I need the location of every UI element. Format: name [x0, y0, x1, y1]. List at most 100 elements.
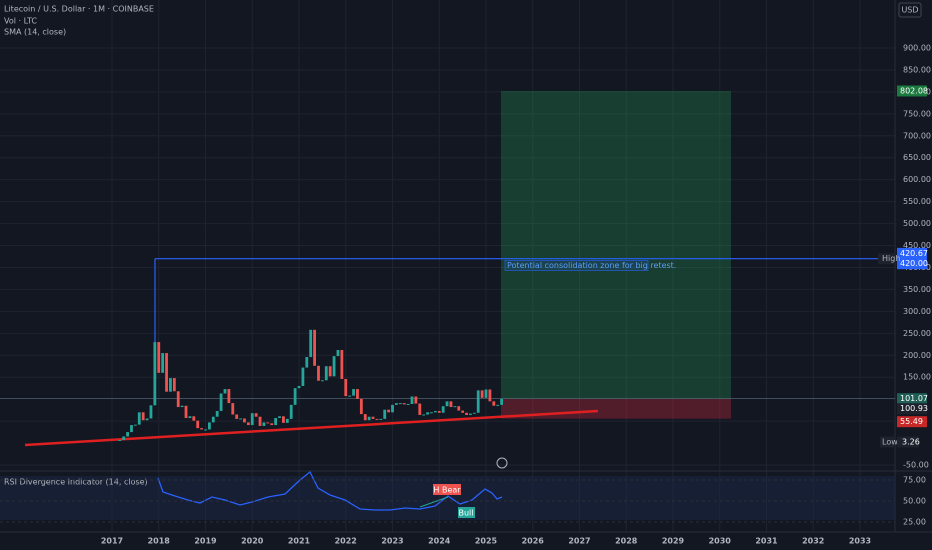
year-label: 2025 [475, 537, 498, 546]
candle [402, 403, 406, 405]
candle [336, 349, 340, 357]
candle [149, 405, 153, 419]
price-tick-label: -50.00 [903, 461, 929, 470]
rsi-tick-label: 50.00 [903, 497, 926, 506]
price-tick-label: 200.00 [903, 351, 931, 360]
candle [282, 416, 285, 423]
candle [211, 416, 215, 423]
candle [293, 388, 297, 405]
year-label: 2019 [194, 537, 217, 546]
candle [157, 342, 161, 373]
candle [266, 422, 270, 424]
price-tick-label: 550.00 [903, 197, 931, 206]
rsi-band [0, 476, 895, 520]
entry-tag [897, 393, 927, 405]
candle [235, 414, 239, 419]
target-tag [897, 85, 927, 97]
year-label: 2023 [381, 537, 403, 546]
candle [274, 418, 278, 426]
year-label: 2029 [662, 537, 685, 546]
candle [313, 329, 316, 366]
entry-label: 101.07 [900, 394, 928, 403]
price-tick-label: 900.00 [903, 44, 931, 53]
candle [258, 416, 262, 426]
candle [324, 366, 328, 381]
bull-divergence [419, 496, 449, 508]
candle [441, 406, 445, 413]
bull-tag [458, 507, 475, 518]
high-label: 420.00 [900, 259, 928, 268]
candle [285, 418, 289, 423]
candle [445, 401, 449, 407]
symbol-title: Litecoin / U.S. Dollar · 1M · COINBASE [4, 5, 154, 14]
year-label: 2026 [522, 537, 545, 546]
year-label: 2028 [615, 537, 638, 546]
candle [426, 412, 429, 415]
rsi-tick-label: 75.00 [903, 476, 926, 485]
low-tag: Low [882, 438, 898, 447]
candle [363, 414, 367, 421]
candle [414, 396, 418, 404]
annotation-price-label: 420.67 [900, 249, 928, 258]
replay-icon[interactable] [496, 457, 508, 469]
candle [449, 401, 453, 408]
candle [231, 403, 235, 415]
candle [126, 432, 129, 437]
candle [391, 404, 394, 413]
candle [430, 412, 433, 414]
candle [246, 422, 250, 426]
year-label: 2020 [241, 537, 264, 546]
annotation-box [504, 260, 649, 271]
price-tick-label: 350.00 [903, 285, 931, 294]
candle [465, 412, 468, 415]
low-value: 3.26 [902, 438, 920, 447]
candle [118, 439, 122, 441]
candle [145, 418, 149, 421]
candle [422, 414, 426, 416]
profit-zone [501, 90, 731, 399]
price-tick-label: 150.00 [903, 373, 931, 382]
candle [133, 424, 137, 426]
candle [161, 353, 165, 373]
candle [270, 423, 274, 426]
candle [492, 401, 496, 406]
price-tick-label: 750.00 [903, 109, 931, 118]
candle [262, 422, 266, 426]
candle [169, 378, 172, 392]
price-tick-label: 700.00 [903, 131, 931, 140]
annotation: Potential consolidation zone for big ret… [507, 261, 676, 270]
high-tag: High [882, 254, 900, 263]
candle [289, 404, 293, 419]
year-label: 2021 [288, 537, 311, 546]
candle [387, 409, 391, 413]
candle [192, 416, 196, 421]
candle [184, 405, 188, 419]
candle [496, 404, 500, 406]
candle [472, 412, 476, 414]
candle [309, 329, 313, 358]
candle [250, 413, 254, 426]
last-tag [897, 403, 927, 415]
year-label: 2030 [709, 537, 732, 546]
currency-button[interactable] [898, 2, 922, 18]
candle [457, 406, 461, 411]
year-label: 2017 [101, 537, 123, 546]
candle [180, 405, 184, 408]
candle [239, 418, 242, 420]
rsi-line [157, 470, 503, 511]
candle [500, 398, 503, 405]
candle [371, 416, 375, 419]
candle [243, 418, 246, 423]
candle [328, 366, 332, 377]
target-label: 802.08 [900, 86, 928, 95]
candle [200, 428, 204, 430]
candle [176, 391, 180, 408]
candle [305, 357, 309, 368]
candle [383, 409, 387, 419]
candle [301, 367, 305, 386]
year-label: 2027 [568, 537, 590, 546]
year-label: 2022 [335, 537, 357, 546]
candle [484, 389, 488, 398]
